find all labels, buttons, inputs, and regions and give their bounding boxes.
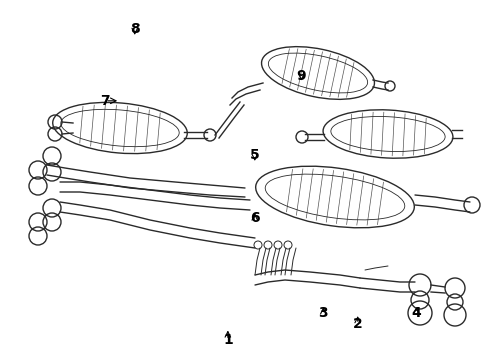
Text: 2: 2 (353, 317, 363, 331)
Text: 1: 1 (223, 333, 233, 347)
Text: 6: 6 (250, 211, 260, 225)
Text: 4: 4 (412, 306, 421, 320)
Text: 7: 7 (100, 94, 110, 108)
Text: 9: 9 (296, 69, 306, 82)
Text: 5: 5 (250, 148, 260, 162)
Text: 3: 3 (318, 306, 328, 320)
Text: 8: 8 (130, 22, 140, 36)
